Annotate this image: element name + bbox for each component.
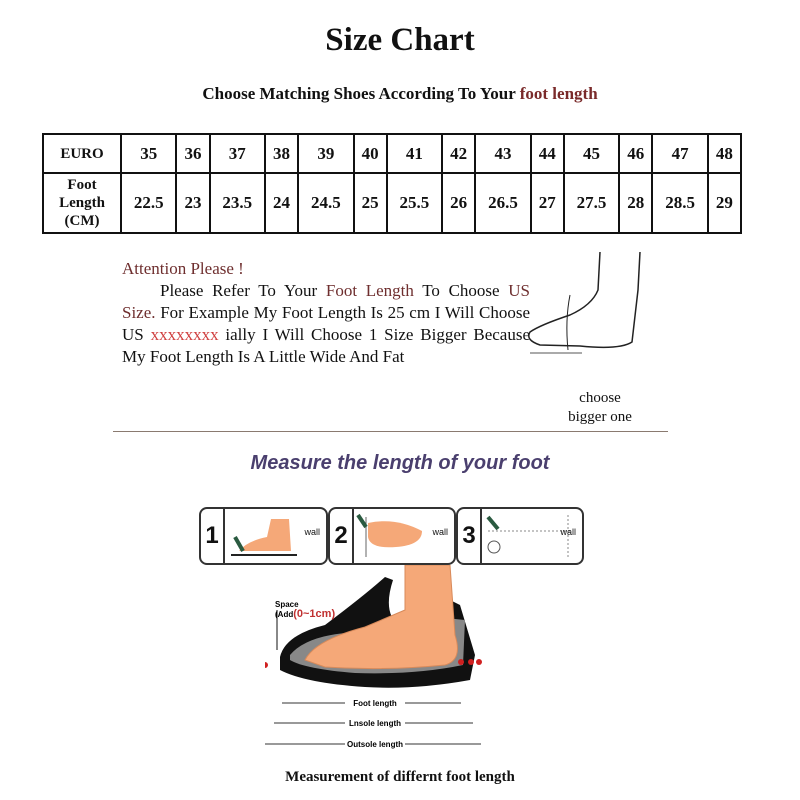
wall-label: wall (560, 527, 576, 537)
measure-heading: Measure the length of your foot (250, 452, 550, 474)
euro-size-cell: 38 (263, 133, 300, 174)
note-text: To Choose (413, 281, 509, 300)
foot-length-cell: 26 (441, 172, 477, 234)
foot-length-cell: 27.5 (562, 172, 621, 234)
euro-size-cell: 47 (651, 133, 709, 174)
step-1: 1 wall (199, 507, 328, 565)
note-highlight: Foot Length (325, 281, 414, 300)
foot-length-header: Foot Length (CM) (42, 172, 122, 234)
foot-top-icon (356, 513, 422, 557)
foot-length-label: Foot length (353, 699, 397, 708)
euro-size-cell: 45 (562, 133, 621, 174)
add-label: (Add(0~1cm) (275, 608, 335, 620)
divider (113, 431, 668, 432)
step-number: 2 (330, 509, 354, 563)
note-redacted: xxxxxxxx (150, 325, 219, 344)
step-3: 3 wall (456, 507, 584, 565)
page-title: Size Chart (325, 22, 475, 58)
choose-bigger-label: choose bigger one (568, 390, 632, 425)
subtitle: Choose Matching Shoes According To Your … (0, 84, 800, 104)
foot-length-cell: 25 (352, 172, 388, 234)
shoe-measurement-diagram: Space (Add(0~1cm) Foot length Lnsole len… (265, 565, 482, 750)
foot-length-cell: 25.5 (385, 172, 444, 234)
caption: Measurement of differnt foot length (285, 769, 515, 785)
foot-length-cell: 24 (263, 172, 300, 234)
foot-side-icon (231, 519, 297, 556)
euro-size-cell: 37 (208, 133, 266, 174)
euro-size-cell: 43 (474, 133, 532, 174)
euro-size-cell: 46 (618, 133, 654, 174)
euro-size-cell: 36 (175, 133, 211, 174)
euro-size-cell: 42 (441, 133, 477, 174)
euro-size-cell: 41 (385, 133, 444, 174)
note-highlight: US Size. (122, 281, 530, 322)
euro-size-cell: 48 (706, 133, 743, 174)
step-2: 2 wall (328, 507, 456, 565)
step-number: 1 (201, 509, 225, 563)
foot-length-cell: 24.5 (297, 172, 355, 234)
euro-size-cell: 35 (119, 133, 178, 174)
foot-length-cell: 27 (529, 172, 565, 234)
note-heading: Attention Please ! (122, 259, 244, 278)
foot-sketch-icon (528, 251, 641, 354)
euro-size-cell: 39 (297, 133, 355, 174)
foot-length-cell: 28 (618, 172, 654, 234)
euro-size-cell: 44 (529, 133, 565, 174)
wall-label: wall (432, 527, 448, 537)
foot-length-cell: 22.5 (119, 172, 178, 234)
note-text: Please Refer To Your (160, 281, 326, 300)
note-text: For Example My Foot Length Is 25 cm I Wi… (122, 303, 530, 344)
foot-length-cell: 23.5 (208, 172, 266, 234)
foot-length-cell: 23 (175, 172, 211, 234)
insole-length-label: Lnsole length (349, 719, 401, 728)
subtitle-highlight: foot length (519, 84, 598, 103)
foot-length-cell: 29 (706, 172, 743, 234)
outsole-length-label: Outsole length (347, 740, 403, 749)
euro-header: EURO (42, 133, 122, 174)
wall-label: wall (304, 527, 320, 537)
subtitle-text: Choose Matching Shoes According To Your (202, 84, 520, 103)
note-text: ially I Will Choose 1 Size Bigger Becaus… (122, 325, 531, 366)
foot-length-cell: 26.5 (474, 172, 532, 234)
euro-size-cell: 40 (352, 133, 388, 174)
space-label: Space (275, 600, 299, 609)
size-table: EURO 35 36 37 38 39 40 41 42 43 44 45 46 47 48 Foot Le… (42, 133, 743, 234)
foot-length-cell: 28.5 (651, 172, 709, 234)
ruler-icon (486, 515, 572, 557)
attention-note: Attention Please ! Please Refer To Your … (122, 258, 530, 368)
step-number: 3 (458, 509, 482, 563)
